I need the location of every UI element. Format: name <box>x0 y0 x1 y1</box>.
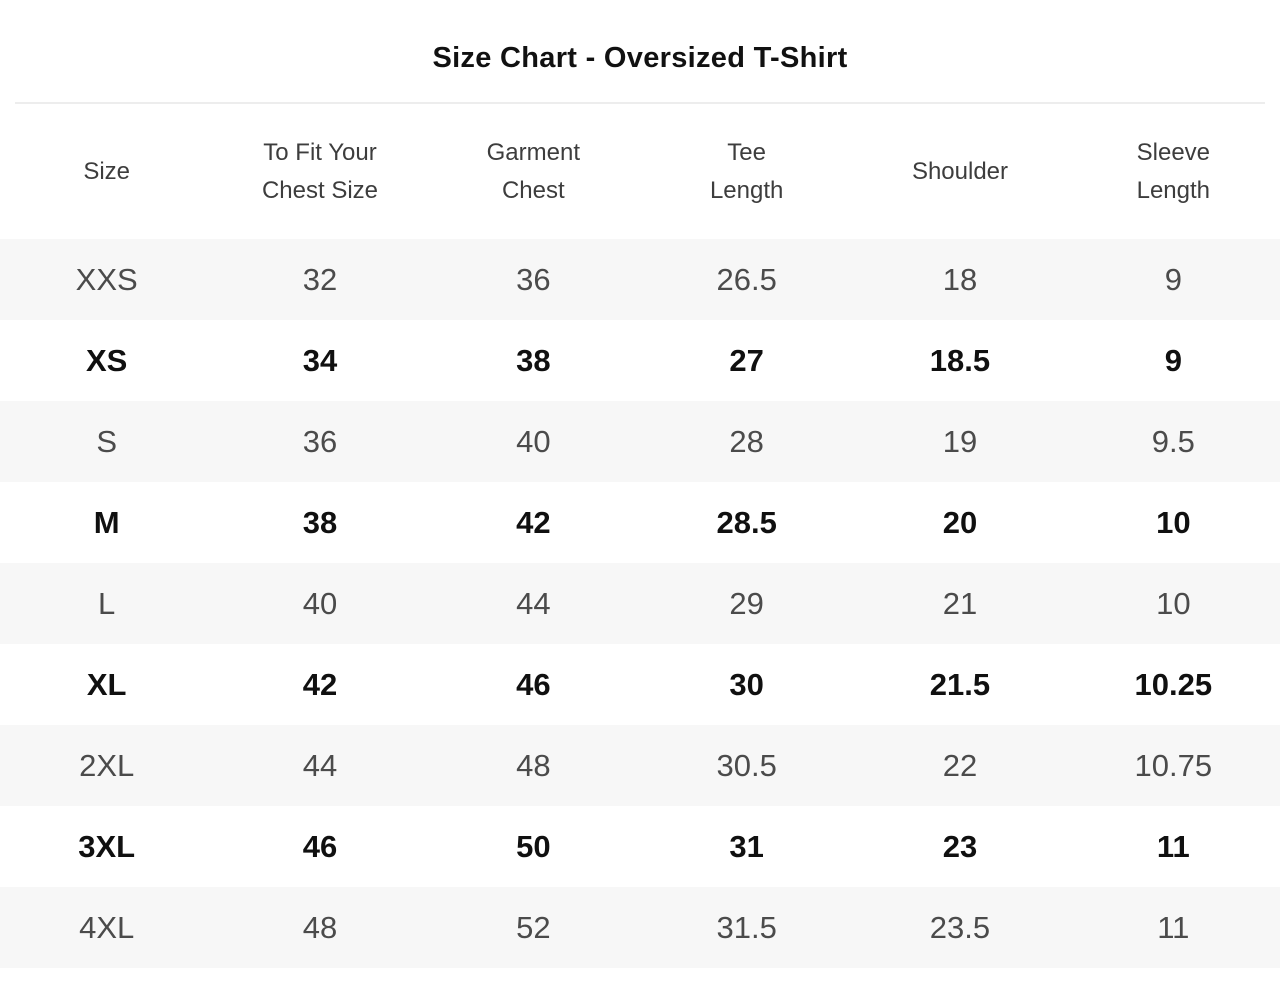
column-header-to-fit-chest: To Fit Your Chest Size <box>261 139 379 204</box>
table-row: L 40 44 29 21 10 <box>0 563 1280 644</box>
table-row: 3XL 46 50 31 23 11 <box>0 806 1280 887</box>
value-cell: 10 <box>1156 504 1191 540</box>
value-cell: 23 <box>942 828 978 864</box>
header-row: Size To Fit Your Chest Size Garment Ches… <box>0 104 1280 239</box>
table-header: Size To Fit Your Chest Size Garment Ches… <box>0 104 1280 239</box>
value-cell: 44 <box>516 585 551 621</box>
size-cell: L <box>98 585 116 621</box>
size-cell: XL <box>86 666 127 702</box>
value-cell: 42 <box>516 504 551 540</box>
table-row: M 38 42 28.5 20 10 <box>0 482 1280 563</box>
value-cell: 40 <box>302 585 338 621</box>
value-cell: 18.5 <box>929 342 991 378</box>
value-cell: 46 <box>516 666 551 702</box>
size-cell: 3XL <box>78 828 136 864</box>
value-cell: 10.75 <box>1134 747 1213 783</box>
size-cell: 2XL <box>79 747 135 783</box>
value-cell: 28.5 <box>716 504 777 540</box>
value-cell: 31 <box>729 828 764 864</box>
page-title: Size Chart - Oversized T-Shirt <box>432 42 848 74</box>
column-header-tee-length: Tee Length <box>709 139 784 204</box>
value-cell: 44 <box>302 747 338 783</box>
value-cell: 9 <box>1164 261 1182 297</box>
table-body: XXS 32 36 26.5 18 9 XS 34 38 27 18.5 9 S 36 40 28 19 9.5 M… <box>0 239 1280 968</box>
value-cell: 19 <box>942 423 978 459</box>
value-cell: 11 <box>1157 909 1190 945</box>
value-cell: 11 <box>1156 828 1190 864</box>
size-cell: M <box>93 504 120 540</box>
value-cell: 20 <box>942 504 978 540</box>
value-cell: 36 <box>516 261 551 297</box>
size-cell: 4XL <box>79 909 135 945</box>
value-cell: 22 <box>942 747 978 783</box>
value-cell: 34 <box>302 342 338 378</box>
value-cell: 10 <box>1156 585 1191 621</box>
size-chart-panel: Size Chart - Oversized T-Shirt Size To F… <box>0 42 1280 968</box>
value-cell: 9 <box>1164 342 1182 378</box>
value-cell: 48 <box>516 747 551 783</box>
value-cell: 21.5 <box>929 666 991 702</box>
size-chart-table: Size To Fit Your Chest Size Garment Ches… <box>0 104 1280 968</box>
value-cell: 9.5 <box>1151 423 1195 459</box>
value-cell: 26.5 <box>716 261 777 297</box>
value-cell: 38 <box>302 504 338 540</box>
value-cell: 32 <box>302 261 338 297</box>
table-row: XS 34 38 27 18.5 9 <box>0 320 1280 401</box>
value-cell: 30.5 <box>716 747 777 783</box>
column-header-shoulder: Shoulder <box>911 157 1009 185</box>
value-cell: 23.5 <box>929 909 991 945</box>
value-cell: 10.25 <box>1134 666 1213 702</box>
value-cell: 42 <box>302 666 338 702</box>
value-cell: 50 <box>516 828 551 864</box>
value-cell: 29 <box>729 585 764 621</box>
column-header-garment-chest: Garment Chest <box>486 139 580 204</box>
value-cell: 38 <box>516 342 551 378</box>
column-header-size: Size <box>83 157 130 185</box>
table-row: XXS 32 36 26.5 18 9 <box>0 239 1280 320</box>
value-cell: 21 <box>942 585 978 621</box>
value-cell: 31.5 <box>716 909 777 945</box>
value-cell: 52 <box>516 909 551 945</box>
title-divider <box>15 102 1265 104</box>
size-cell: XXS <box>75 261 138 297</box>
value-cell: 46 <box>302 828 338 864</box>
table-row: S 36 40 28 19 9.5 <box>0 401 1280 482</box>
value-cell: 40 <box>516 423 551 459</box>
value-cell: 27 <box>729 342 764 378</box>
table-row: 4XL 48 52 31.5 23.5 11 <box>0 887 1280 968</box>
value-cell: 18 <box>942 261 978 297</box>
table-row: XL 42 46 30 21.5 10.25 <box>0 644 1280 725</box>
value-cell: 30 <box>729 666 764 702</box>
value-cell: 28 <box>729 423 764 459</box>
table-row: 2XL 44 48 30.5 22 10.75 <box>0 725 1280 806</box>
column-header-sleeve-length: Sleeve Length <box>1136 139 1211 204</box>
value-cell: 36 <box>302 423 338 459</box>
value-cell: 48 <box>302 909 338 945</box>
size-cell: S <box>96 423 117 459</box>
size-cell: XS <box>85 342 128 378</box>
